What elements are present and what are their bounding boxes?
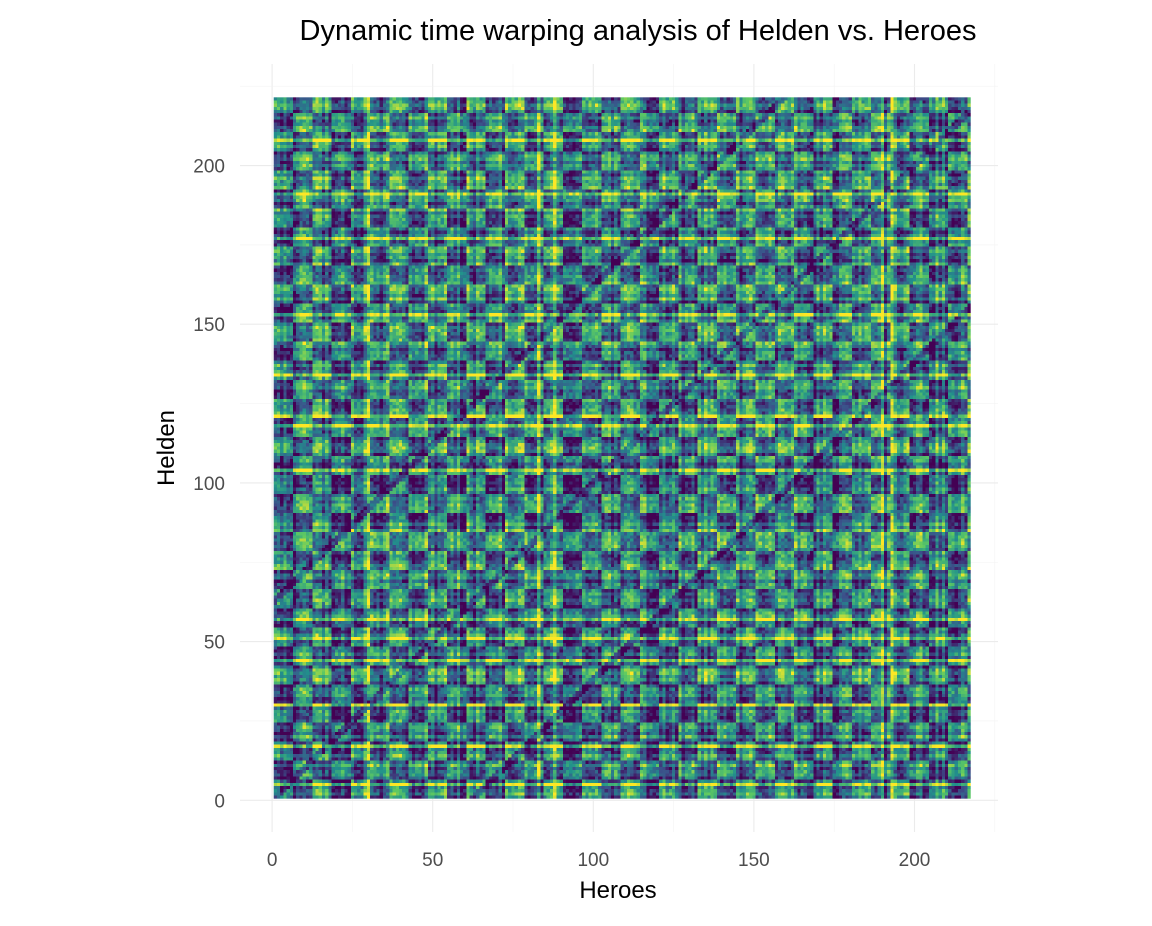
y-tick-label: 50 (204, 633, 225, 654)
x-axis-title: Heroes (579, 877, 656, 904)
y-axis-ticks: 0 50 100 150 200 (193, 157, 225, 813)
x-tick-label: 50 (422, 850, 443, 871)
x-tick-label: 150 (738, 850, 770, 871)
y-tick-label: 200 (193, 157, 225, 178)
heatmap-cells (273, 97, 971, 799)
heatmap-image (273, 97, 971, 799)
y-tick-label: 0 (214, 791, 225, 812)
x-tick-label: 100 (577, 850, 609, 871)
x-axis-ticks: 0 50 100 150 200 (267, 850, 931, 871)
y-axis-title: Helden (153, 410, 180, 486)
y-tick-label: 100 (193, 474, 225, 495)
y-tick-label: 150 (193, 315, 225, 336)
x-tick-label: 200 (899, 850, 931, 871)
chart-title: Dynamic time warping analysis of Helden … (300, 15, 977, 47)
x-tick-label: 0 (267, 850, 278, 871)
